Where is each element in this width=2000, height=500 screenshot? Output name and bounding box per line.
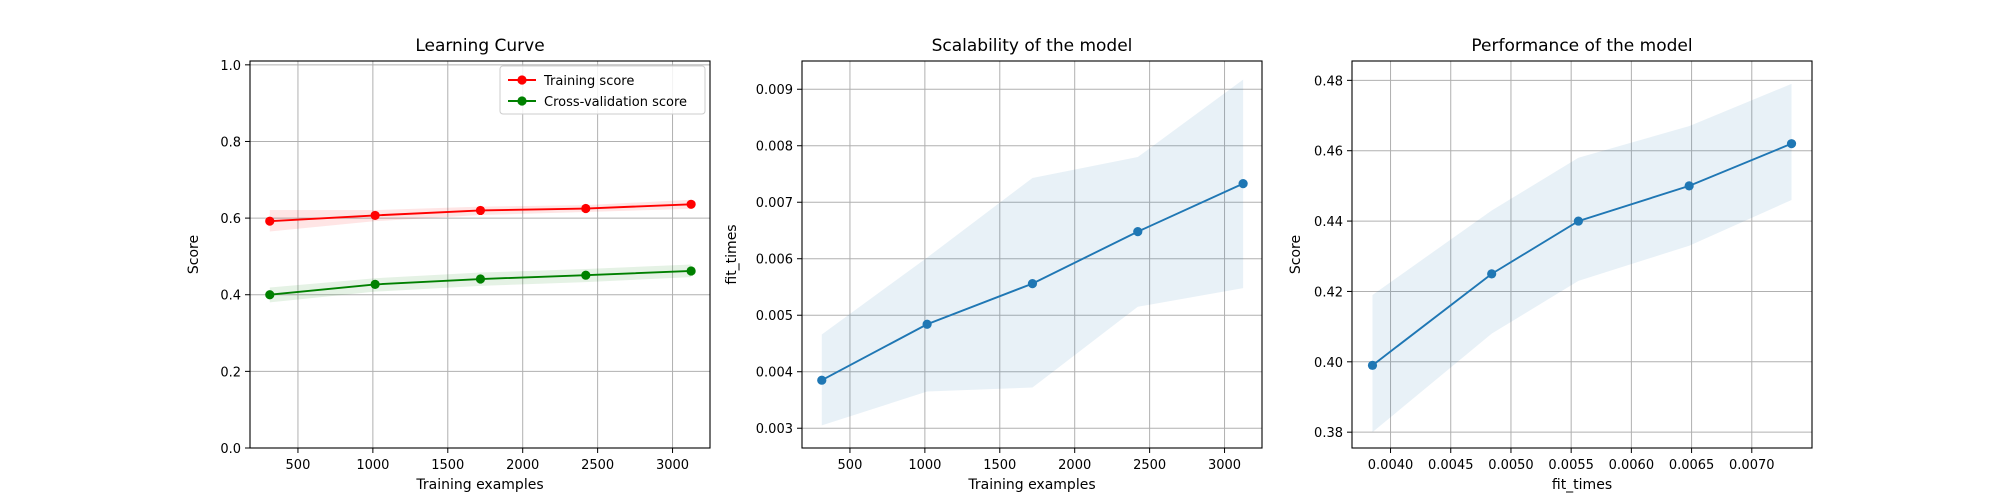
chart-title: Performance of the model	[1471, 36, 1692, 56]
x-axis-label: Training examples	[967, 477, 1095, 493]
x-tick-label: 0.0070	[1729, 458, 1775, 473]
x-tick-label: 500	[838, 458, 863, 473]
data-point	[817, 375, 827, 385]
legend-label-1: Training score	[543, 74, 634, 89]
axes-frame	[801, 60, 1263, 449]
chart-panel-2: 500 1000 1500 2000 2500 3000 0.003 0.004 0.005 0.…	[724, 36, 1263, 493]
chart-panel-1: 500 1000 1500 2000 2500 3000 0.0 0.2 0.4 0.6 0.8 1.…	[186, 36, 711, 493]
legend-box	[499, 65, 706, 115]
data-point	[922, 319, 932, 329]
y-tick-label: 0.007	[756, 196, 793, 211]
x-tick-label: 1500	[431, 458, 464, 473]
data-point	[370, 210, 380, 221]
data-point	[581, 270, 591, 280]
y-axis-label: fit_times	[724, 224, 740, 284]
y-tick-label: 0.009	[756, 83, 793, 98]
confidence-band-1	[1372, 83, 1792, 433]
x-tick-label: 0.0060	[1609, 458, 1655, 473]
x-axis-label: fit_times	[1552, 477, 1612, 493]
data-point	[475, 274, 486, 284]
y-tick-label: 0.2	[220, 365, 241, 380]
axes-frame	[1351, 60, 1813, 449]
chart-title: Learning Curve	[415, 36, 544, 56]
y-tick-label: 0.005	[756, 309, 793, 324]
data-point	[1238, 178, 1248, 189]
x-tick-label: 1000	[908, 458, 941, 473]
x-tick-label: 2000	[1058, 458, 1091, 473]
x-tick-label: 0.0050	[1488, 458, 1534, 473]
data-point	[1367, 360, 1378, 370]
legend-label-2: Cross-validation score	[544, 95, 687, 110]
x-tick-label: 1000	[356, 458, 389, 473]
data-point	[1573, 216, 1583, 226]
y-tick-label: 0.4	[220, 289, 241, 304]
data-point	[1133, 227, 1143, 237]
data-point	[265, 290, 275, 300]
y-tick-label: 0.0	[220, 442, 241, 457]
y-tick-label: 0.8	[220, 135, 241, 150]
y-tick-label: 0.48	[1314, 74, 1343, 89]
x-tick-label: 0.0065	[1669, 458, 1715, 473]
x-axis-label: Training examples	[415, 477, 543, 493]
plot-area	[817, 79, 1248, 426]
y-tick-label: 0.004	[756, 366, 793, 381]
legend-marker-2	[517, 96, 527, 106]
x-tick-label: 2000	[506, 458, 539, 473]
x-tick-label: 2500	[581, 458, 614, 473]
y-tick-label: 0.40	[1314, 356, 1343, 371]
x-tick-label: 1500	[983, 458, 1016, 473]
data-point	[475, 205, 486, 216]
data-point	[1786, 139, 1797, 149]
y-tick-label: 0.006	[756, 253, 793, 268]
y-tick-label: 0.003	[756, 422, 793, 437]
y-axis-label: Score	[1288, 235, 1304, 274]
plot-area	[1367, 83, 1797, 433]
x-tick-label: 0.0055	[1548, 458, 1594, 473]
chart-title: Scalability of the model	[932, 36, 1133, 56]
y-tick-label: 0.38	[1314, 426, 1343, 441]
y-tick-label: 0.42	[1314, 285, 1343, 300]
legend-marker-1	[517, 75, 527, 85]
legend: Training score Cross-validation score	[499, 65, 706, 115]
y-tick-label: 1.0	[220, 59, 241, 74]
x-tick-label: 500	[286, 458, 311, 473]
x-tick-label: 0.0040	[1368, 458, 1414, 473]
y-tick-label: 0.008	[756, 140, 793, 155]
confidence-band-1	[269, 199, 692, 232]
y-tick-label: 0.46	[1314, 145, 1343, 160]
data-point	[370, 279, 380, 289]
chart-panel-3: 0.0040 0.0045 0.0050 0.0055 0.0060 0.0065 0.00…	[1288, 36, 1813, 493]
y-axis-label: Score	[186, 235, 202, 274]
data-point	[265, 216, 275, 226]
x-tick-label: 2500	[1133, 458, 1166, 473]
axes-frame	[249, 60, 711, 449]
y-tick-label: 0.44	[1314, 215, 1343, 230]
x-tick-label: 0.0045	[1428, 458, 1474, 473]
plot-area	[265, 199, 696, 303]
data-point	[686, 199, 696, 209]
data-point	[686, 266, 696, 276]
x-tick-label: 3000	[1208, 458, 1241, 473]
confidence-band-1	[821, 79, 1244, 426]
data-point	[1027, 278, 1038, 289]
data-point	[1684, 181, 1694, 191]
data-point	[1487, 269, 1497, 279]
data-point	[581, 203, 591, 214]
y-tick-label: 0.6	[220, 212, 241, 227]
x-tick-label: 3000	[656, 458, 689, 473]
